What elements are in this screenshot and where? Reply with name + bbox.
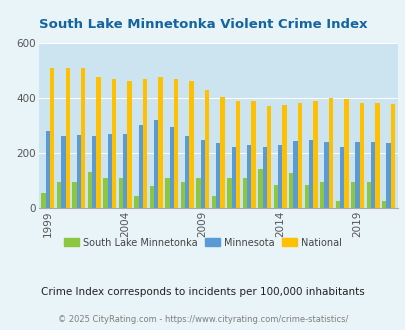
Bar: [196, 178, 200, 208]
Bar: [313, 101, 317, 208]
Bar: [324, 142, 328, 208]
Bar: [103, 178, 107, 208]
Bar: [297, 103, 301, 208]
Bar: [92, 136, 96, 208]
Bar: [308, 140, 313, 208]
Bar: [242, 178, 246, 208]
Bar: [123, 134, 127, 208]
Bar: [46, 131, 50, 208]
Bar: [231, 148, 235, 208]
Bar: [87, 172, 92, 208]
Bar: [266, 106, 271, 208]
Bar: [173, 79, 178, 208]
Text: Crime Index corresponds to incidents per 100,000 inhabitants: Crime Index corresponds to incidents per…: [41, 287, 364, 297]
Bar: [273, 185, 277, 208]
Bar: [134, 196, 138, 208]
Bar: [246, 145, 251, 208]
Bar: [227, 178, 231, 208]
Bar: [50, 68, 54, 208]
Bar: [119, 178, 123, 208]
Bar: [354, 143, 359, 208]
Bar: [335, 201, 339, 208]
Bar: [149, 186, 154, 208]
Bar: [386, 143, 390, 208]
Bar: [154, 120, 158, 208]
Bar: [277, 145, 281, 208]
Bar: [359, 103, 363, 208]
Bar: [366, 182, 370, 208]
Text: South Lake Minnetonka Violent Crime Index: South Lake Minnetonka Violent Crime Inde…: [38, 18, 367, 31]
Bar: [288, 173, 293, 208]
Bar: [320, 182, 324, 208]
Bar: [343, 99, 348, 208]
Bar: [215, 143, 220, 208]
Bar: [251, 101, 255, 208]
Bar: [281, 105, 286, 208]
Bar: [339, 148, 343, 208]
Bar: [370, 143, 374, 208]
Bar: [112, 79, 116, 208]
Bar: [328, 98, 333, 208]
Legend: South Lake Minnetonka, Minnesota, National: South Lake Minnetonka, Minnesota, Nation…: [64, 238, 341, 248]
Bar: [143, 79, 147, 208]
Bar: [180, 182, 185, 208]
Bar: [81, 68, 85, 208]
Bar: [57, 182, 61, 208]
Bar: [65, 68, 70, 208]
Bar: [381, 201, 386, 208]
Bar: [258, 169, 262, 208]
Bar: [158, 77, 162, 208]
Bar: [211, 195, 215, 208]
Bar: [390, 104, 394, 208]
Bar: [72, 182, 77, 208]
Bar: [77, 135, 81, 208]
Bar: [41, 193, 46, 208]
Bar: [200, 140, 205, 208]
Bar: [169, 127, 173, 208]
Bar: [61, 136, 65, 208]
Bar: [127, 82, 132, 208]
Bar: [138, 125, 143, 208]
Bar: [205, 90, 209, 208]
Bar: [96, 77, 100, 208]
Bar: [374, 103, 379, 208]
Bar: [262, 147, 266, 208]
Bar: [185, 136, 189, 208]
Bar: [293, 141, 297, 208]
Bar: [165, 178, 169, 208]
Bar: [235, 101, 240, 208]
Bar: [350, 182, 354, 208]
Text: © 2025 CityRating.com - https://www.cityrating.com/crime-statistics/: © 2025 CityRating.com - https://www.city…: [58, 315, 347, 324]
Bar: [107, 134, 112, 208]
Bar: [189, 82, 193, 208]
Bar: [304, 185, 308, 208]
Bar: [220, 96, 224, 208]
